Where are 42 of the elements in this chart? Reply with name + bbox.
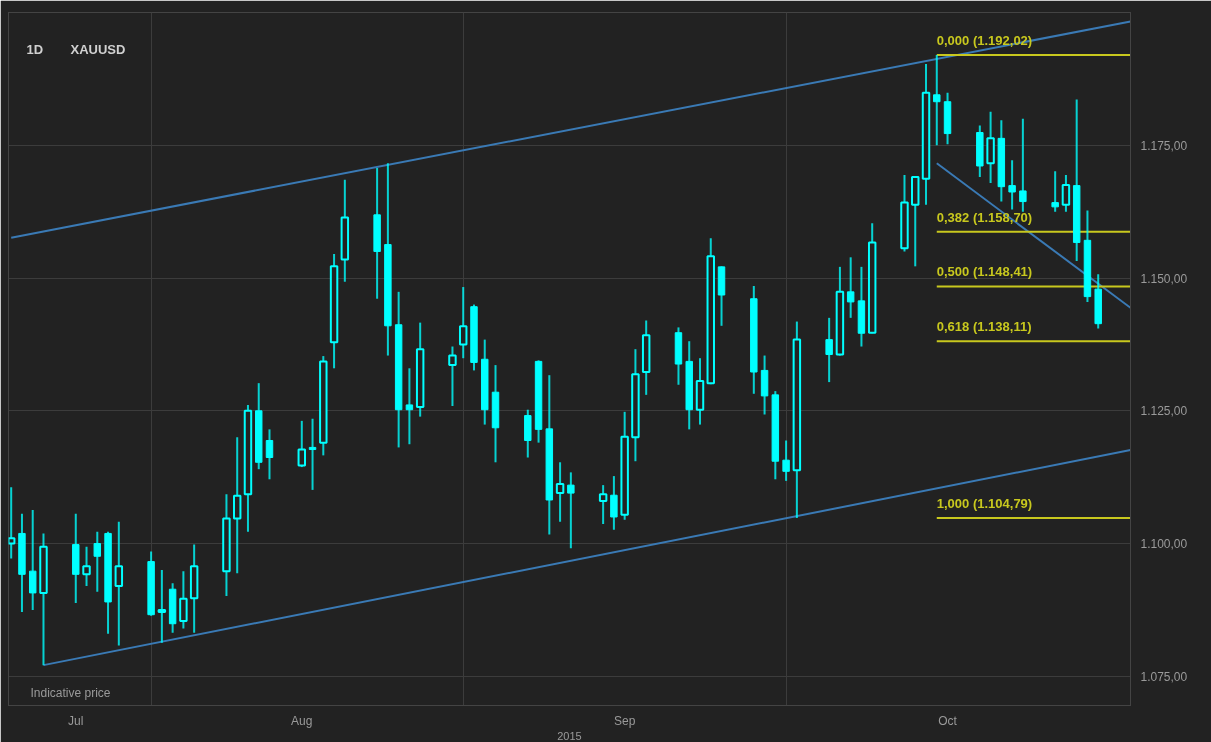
y-tick-label: 1.175,00 — [1140, 138, 1188, 153]
candlestick — [1019, 117, 1027, 213]
ref-line-label: 0,000 (1.192,02) — [936, 32, 1033, 48]
candlestick — [610, 475, 618, 531]
candlestick — [825, 316, 833, 384]
candlestick — [1008, 159, 1016, 211]
ref-line-label: 0,618 (1.138,11) — [936, 319, 1032, 335]
candlestick — [1051, 170, 1059, 213]
y-tick-label: 1.125,00 — [1140, 404, 1188, 419]
candlestick — [265, 428, 274, 481]
candlestick — [308, 417, 317, 491]
candlestick — [782, 439, 790, 482]
text: 1D — [26, 41, 44, 57]
x-tick-label: Oct — [938, 713, 958, 728]
x-tick-label: Aug — [291, 713, 313, 728]
candlestick — [448, 345, 457, 407]
annotation: Indicative price — [30, 685, 111, 700]
candlestick — [82, 545, 91, 588]
y-tick-label: 1.100,00 — [1140, 537, 1188, 552]
candlestick — [598, 484, 608, 525]
candlestick — [567, 471, 575, 550]
candlestick — [933, 53, 941, 147]
text: XAUUSD — [70, 41, 126, 57]
candlestick — [114, 520, 124, 647]
ref-line-label: 0,500 (1.148,41) — [936, 264, 1033, 280]
x-tick-label: Sep — [613, 713, 636, 728]
y-tick-label: 1.150,00 — [1140, 271, 1188, 286]
candlestick — [157, 569, 167, 644]
candlestick — [93, 530, 102, 593]
candlestick — [405, 367, 414, 446]
x-axis-title: 2015 — [557, 729, 582, 742]
candlestick — [232, 436, 242, 575]
y-tick-label: 1.075,00 — [1140, 669, 1188, 684]
candlestick — [846, 256, 855, 319]
candlestick — [458, 286, 468, 360]
x-tick-label: Jul — [68, 713, 84, 728]
ref-line-label: 1,000 (1.104,79) — [936, 496, 1033, 512]
candlestick — [179, 570, 188, 630]
candlestick — [555, 461, 565, 523]
candlestick — [28, 509, 37, 611]
candlestick — [1061, 174, 1071, 213]
candlestick — [297, 419, 307, 469]
